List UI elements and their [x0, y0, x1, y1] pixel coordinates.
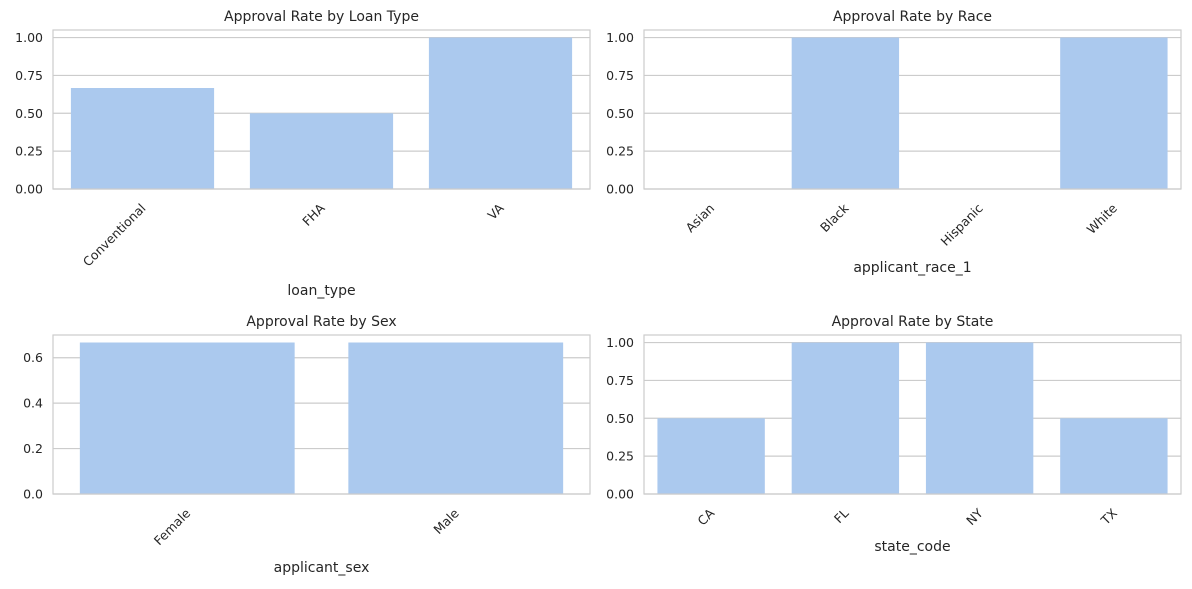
subplot-3: 0.0 0.2 0.4 0.6 Female Male Approval Rate by S… — [23, 314, 591, 576]
x-tick-label: Hispanic — [937, 200, 985, 248]
x-axis-label: applicant_sex — [274, 560, 370, 576]
chart-title: Approval Rate by State — [832, 314, 994, 330]
x-axis-label: state_code — [874, 539, 950, 555]
bar-conventional — [70, 87, 215, 189]
y-tick-label: 0.2 — [23, 441, 43, 456]
y-tick-label: 0.25 — [606, 449, 634, 464]
y-tick-label: 0.50 — [15, 106, 43, 121]
bar-tx — [1060, 418, 1168, 494]
bar-ny — [925, 342, 1034, 494]
bar-va — [428, 37, 573, 190]
y-tick-label: 0.00 — [606, 182, 634, 197]
bar-white — [1060, 37, 1168, 190]
y-tick-label: 1.00 — [606, 335, 634, 350]
y-tick-label: 0.00 — [606, 487, 634, 502]
axes-frame — [643, 334, 1182, 495]
x-tick-label: NY — [963, 505, 986, 528]
x-axis-label: applicant_race_1 — [853, 260, 971, 276]
y-tick-label: 1.00 — [15, 30, 43, 45]
x-tick-label: Asian — [683, 201, 718, 236]
y-tick-label: 0.6 — [23, 350, 43, 365]
bar-male — [348, 342, 564, 494]
x-tick-label: FL — [831, 505, 852, 526]
subplot-4: 0.00 0.25 0.50 0.75 1.00 CA FL NY TX Approval Rat… — [606, 314, 1182, 555]
y-tick-label: 0.50 — [606, 106, 634, 121]
x-tick-label: TX — [1097, 505, 1120, 528]
axes-frame — [52, 29, 591, 190]
bar-fl — [791, 342, 900, 494]
chart-title: Approval Rate by Race — [833, 9, 992, 25]
axes-frame — [52, 334, 591, 495]
y-tick-label: 0.25 — [606, 144, 634, 159]
x-tick-label: VA — [484, 200, 506, 222]
chart-title: Approval Rate by Loan Type — [224, 9, 419, 25]
bar-female — [79, 342, 295, 494]
x-tick-label: FHA — [299, 200, 328, 229]
bar-black — [791, 37, 900, 190]
x-tick-label: Black — [817, 200, 852, 235]
x-axis-label: loan_type — [287, 283, 355, 299]
bar-ca — [657, 418, 765, 494]
axes-frame — [643, 29, 1182, 190]
y-tick-label: 0.50 — [606, 411, 634, 426]
y-tick-label: 0.0 — [23, 487, 43, 502]
y-tick-label: 0.75 — [606, 373, 634, 388]
x-tick-label: Male — [430, 505, 462, 537]
y-tick-label: 0.75 — [15, 68, 43, 83]
y-tick-label: 0.25 — [15, 144, 43, 159]
y-tick-label: 0.75 — [606, 68, 634, 83]
subplot-2: 0.00 0.25 0.50 0.75 1.00 Asian Black Hispanic Wh… — [606, 9, 1182, 276]
subplot-1: 0.00 0.25 0.50 0.75 1.00 Conventional FHA VA App… — [15, 9, 591, 299]
x-tick-label: Conventional — [80, 201, 149, 270]
x-tick-label: White — [1084, 200, 1121, 237]
chart-title: Approval Rate by Sex — [246, 314, 396, 330]
x-tick-label: CA — [694, 505, 717, 528]
y-tick-label: 0.4 — [23, 396, 43, 411]
y-tick-label: 1.00 — [606, 30, 634, 45]
y-tick-label: 0.00 — [15, 182, 43, 197]
bar-fha — [249, 113, 394, 189]
x-tick-label: Female — [151, 505, 194, 548]
